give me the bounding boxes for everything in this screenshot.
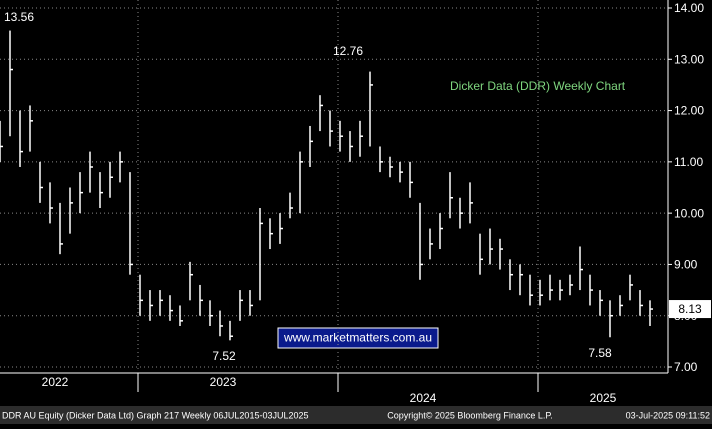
annotation: 7.52 — [212, 349, 236, 363]
watermark-box — [277, 327, 439, 349]
y-tick-label: 13.00 — [674, 52, 704, 66]
footer-center: Copyright© 2025 Bloomberg Finance L.P. — [387, 410, 553, 420]
annotation: 7.58 — [588, 346, 612, 360]
footer-right: 03-Jul-2025 09:11:52 — [626, 410, 710, 420]
y-tick-label: 12.00 — [674, 104, 704, 118]
last-price-label: 8.13 — [678, 302, 702, 316]
y-tick-label: 11.00 — [674, 155, 703, 169]
y-tick-label: 14.00 — [674, 1, 704, 15]
x-tick-label: 2023 — [210, 375, 237, 389]
y-tick-label: 9.00 — [674, 258, 698, 272]
x-tick-label: 2025 — [590, 391, 617, 405]
annotation: 12.76 — [333, 44, 363, 58]
y-tick-label: 10.00 — [674, 206, 704, 220]
annotation: 13.56 — [4, 10, 34, 24]
footer-left: DDR AU Equity (Dicker Data Ltd) Graph 21… — [2, 410, 308, 420]
x-tick-label: 2024 — [410, 391, 437, 405]
y-tick-label: 7.00 — [674, 360, 698, 374]
watermark: www.marketmatters.com.au — [283, 331, 432, 345]
footer-band — [0, 406, 712, 424]
last-price-box — [669, 300, 711, 319]
chart-title: Dicker Data (DDR) Weekly Chart — [450, 79, 626, 93]
x-tick-label: 2022 — [42, 375, 69, 389]
